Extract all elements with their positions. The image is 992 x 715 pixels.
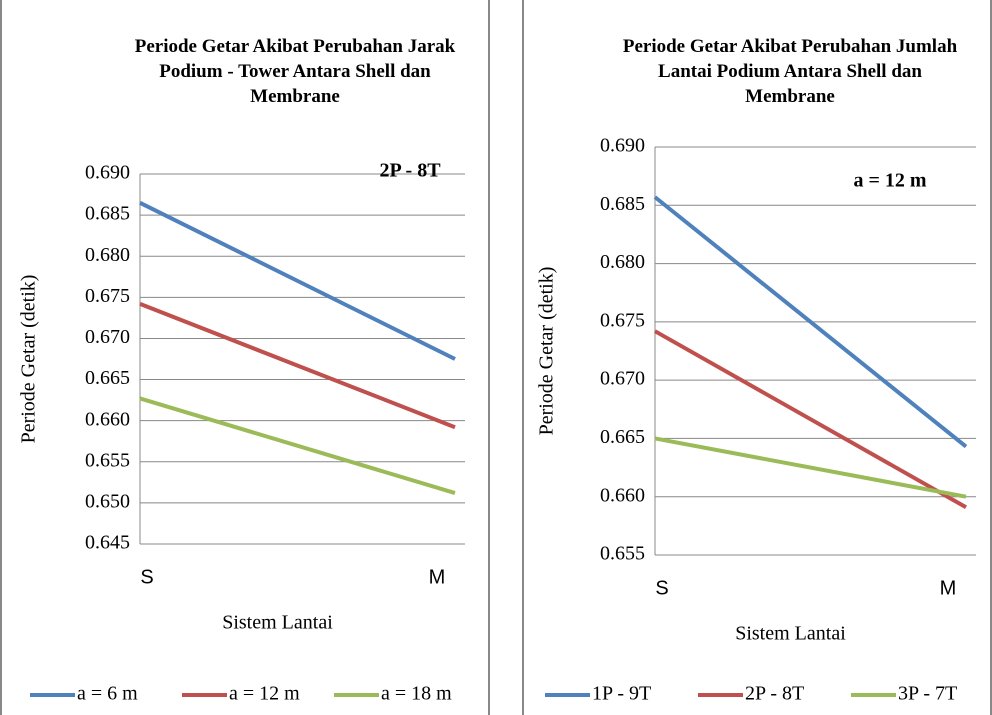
- annotation: 2P - 8T: [379, 160, 441, 182]
- y-tick-label: 0.670: [600, 368, 645, 390]
- y-tick-label: 0.645: [85, 532, 130, 554]
- y-tick-label: 0.690: [600, 135, 645, 157]
- annotation: a = 12 m: [853, 170, 926, 192]
- line: [140, 398, 455, 493]
- y-tick-label: 0.660: [85, 408, 130, 430]
- legend-label: a = 6 m: [77, 683, 138, 705]
- y-axis-title: Periode Getar (detik): [536, 267, 558, 436]
- x-tick-label: S: [655, 577, 668, 599]
- y-tick-label: 0.675: [600, 309, 645, 331]
- legend-label: a = 18 m: [381, 683, 452, 705]
- y-axis-title: Periode Getar (detik): [18, 275, 40, 444]
- y-tick-label: 0.660: [600, 484, 645, 506]
- y-tick-label: 0.670: [85, 326, 130, 348]
- y-tick-label: 0.650: [85, 490, 130, 512]
- line: [655, 331, 966, 507]
- y-tick-label: 0.655: [85, 449, 130, 471]
- page: Periode Getar Akibat Perubahan Jarak Pod…: [0, 0, 992, 715]
- y-tick-label: 0.665: [85, 367, 130, 389]
- legend-label: 2P - 8T: [745, 683, 804, 705]
- x-tick-label: M: [429, 566, 446, 588]
- line: [140, 304, 455, 427]
- charts: 0.645 0.650 0.655 0.660 0.665 0.670 0.675 0.680…: [0, 0, 992, 715]
- y-tick-label: 0.680: [600, 251, 645, 273]
- legend-label: 3P - 7T: [898, 683, 957, 705]
- y-tick-label: 0.680: [85, 244, 130, 266]
- legend-label: a = 12 m: [229, 683, 300, 705]
- legend-label: 1P - 9T: [592, 683, 651, 705]
- x-axis-title: Sistem Lantai: [735, 623, 846, 645]
- y-tick-label: 0.675: [85, 285, 130, 307]
- x-tick-label: S: [140, 566, 153, 588]
- x-tick-label: M: [940, 577, 957, 599]
- y-tick-label: 0.685: [600, 193, 645, 215]
- x-axis-title: Sistem Lantai: [222, 612, 333, 634]
- line: [655, 438, 966, 496]
- y-tick-label: 0.685: [85, 203, 130, 225]
- y-tick-label: 0.655: [600, 543, 645, 565]
- line: [140, 203, 455, 359]
- y-tick-label: 0.665: [600, 426, 645, 448]
- y-tick-label: 0.690: [85, 162, 130, 184]
